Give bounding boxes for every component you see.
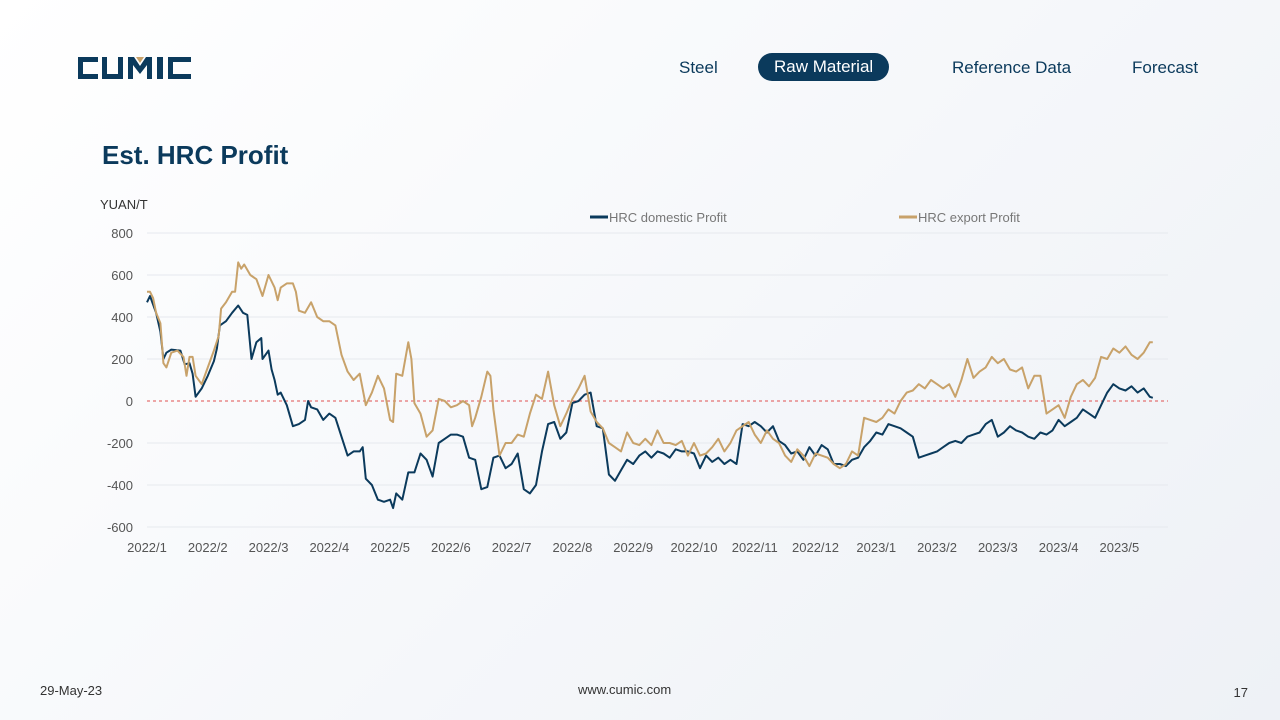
footer-url: www.cumic.com — [578, 682, 672, 697]
footer-date: 29-May-23 — [40, 683, 103, 698]
legend-label: HRC domestic Profit — [609, 210, 727, 225]
x-tick-label: 2022/10 — [670, 540, 717, 555]
top-nav: Steel Raw Material Reference Data Foreca… — [0, 53, 1280, 83]
y-tick-label: 0 — [126, 394, 133, 409]
x-tick-label: 2023/1 — [856, 540, 896, 555]
nav-tab-reference-data[interactable]: Reference Data — [952, 58, 1072, 77]
x-tick-label: 2023/2 — [917, 540, 957, 555]
x-tick-label: 2022/12 — [792, 540, 839, 555]
series-line — [147, 261, 1153, 470]
cumic-logo — [78, 57, 191, 79]
y-tick-label: -600 — [107, 520, 133, 535]
x-tick-label: 2022/3 — [249, 540, 289, 555]
x-tick-label: 2022/2 — [188, 540, 228, 555]
x-tick-label: 2023/3 — [978, 540, 1018, 555]
y-tick-label: -400 — [107, 478, 133, 493]
x-tick-label: 2022/4 — [309, 540, 349, 555]
series-line — [146, 295, 1154, 510]
x-tick-label: 2022/1 — [127, 540, 167, 555]
x-tick-label: 2023/5 — [1099, 540, 1139, 555]
nav-tab-forecast[interactable]: Forecast — [1132, 58, 1199, 77]
y-tick-label: 200 — [111, 352, 133, 367]
x-tick-label: 2022/11 — [732, 540, 778, 555]
x-tick-label: 2022/7 — [492, 540, 532, 555]
x-tick-label: 2022/9 — [613, 540, 653, 555]
x-tick-label: 2023/4 — [1039, 540, 1079, 555]
x-tick-label: 2022/5 — [370, 540, 410, 555]
footer-page-number: 17 — [1233, 685, 1248, 700]
y-tick-label: 400 — [111, 310, 133, 325]
y-tick-label: -200 — [107, 436, 133, 451]
y-axis-label: YUAN/T — [100, 197, 148, 212]
legend-label: HRC export Profit — [918, 210, 1020, 225]
nav-tab-steel[interactable]: Steel — [679, 58, 718, 77]
x-tick-label: 2022/6 — [431, 540, 471, 555]
page-title: Est. HRC Profit — [102, 140, 289, 170]
x-tick-label: 2022/8 — [553, 540, 593, 555]
y-tick-label: 600 — [111, 268, 133, 283]
nav-tab-raw-material[interactable]: Raw Material — [758, 53, 890, 81]
y-tick-label: 800 — [111, 226, 133, 241]
hrc-profit-chart: 800 600 400 200 0 -200 -400 -600 YUAN/T 2022/1 202… — [100, 197, 1168, 555]
